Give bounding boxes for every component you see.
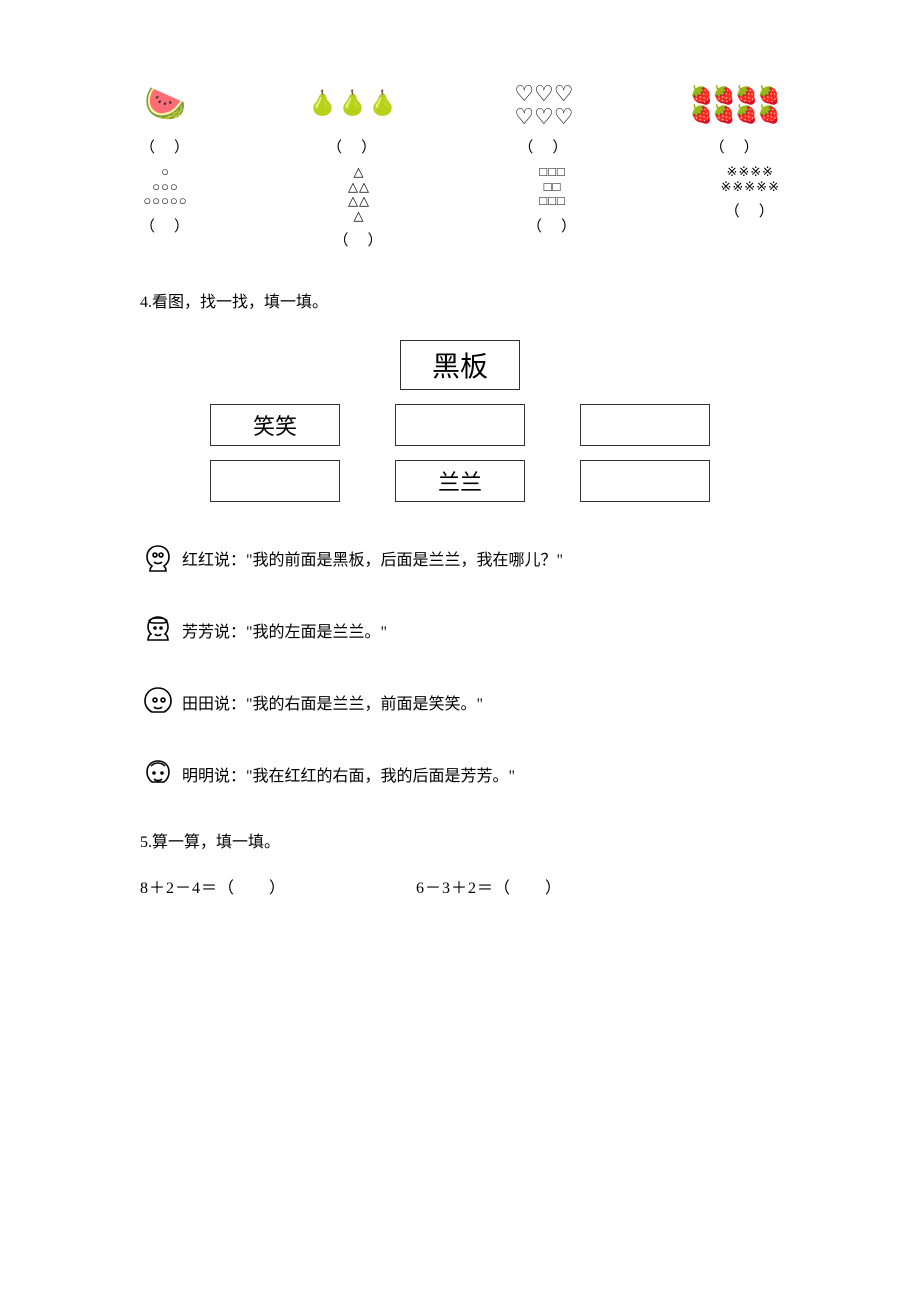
count-cell-squares: □□□ □□ □□□ （ ） [527, 165, 578, 250]
speaker-tiantian: 田田说："我的右面是兰兰，前面是笑笑。" [140, 684, 780, 720]
glyph: △△ [348, 180, 370, 195]
circle-shapes: ○ ○○○ ○○○○○ [143, 165, 187, 209]
seat-empty[interactable] [580, 460, 710, 502]
blank-paren: （ ） [725, 200, 776, 221]
glyph: △ [354, 165, 365, 180]
count-cell-triangles: △ △△ △△ △ （ ） [334, 165, 385, 250]
count-cell-strawberries: 🍓🍓🍓🍓 🍓🍓🍓🍓 （ ） [690, 80, 780, 157]
blank-paren: （ ） [334, 229, 385, 250]
seat-empty[interactable] [580, 404, 710, 446]
glyph: ○○○○○ [143, 194, 187, 209]
glyph: 🍐🍐🍐 [308, 92, 398, 117]
seat-row-1: 笑笑 [210, 404, 710, 446]
speaker-text: 田田说："我的右面是兰兰，前面是笑笑。" [182, 690, 483, 714]
blank-paren: （ ） [518, 136, 569, 157]
blank-paren: （ ） [327, 136, 378, 157]
count-cell-circles: ○ ○○○ ○○○○○ （ ） [140, 165, 191, 250]
q4-title: 4.看图，找一找，填一填。 [140, 288, 780, 312]
count-cell-watermelon: 🍉 （ ） [140, 80, 191, 157]
blank-paren: （ ） [527, 215, 578, 236]
seat-xiaoxiao: 笑笑 [210, 404, 340, 446]
glyph: □□□ [539, 165, 566, 180]
blank-paren: （ ） [710, 136, 761, 157]
glyph: ※※※※※ [721, 180, 780, 195]
glyph: ♡♡♡ [514, 82, 573, 105]
face-icon-honghong [140, 540, 176, 576]
counting-row-shapes: ○ ○○○ ○○○○○ （ ） △ △△ △△ △ （ ） □□□ □□ □□□… [140, 165, 780, 250]
pear-icons: 🍐🍐🍐 [308, 80, 398, 130]
square-shapes: □□□ □□ □□□ [539, 165, 566, 209]
seat-empty[interactable] [210, 460, 340, 502]
q5-expressions: 8＋2－4＝（ ） 6－3＋2＝（ ） [140, 874, 780, 898]
seat-empty[interactable] [395, 404, 525, 446]
speaker-text: 芳芳说："我的左面是兰兰。" [182, 618, 387, 642]
seat-row-blackboard: 黑板 [210, 340, 710, 390]
speaker-mingming: 明明说："我在红红的右面，我的后面是芳芳。" [140, 756, 780, 792]
seat-blackboard: 黑板 [400, 340, 520, 390]
glyph: □□□ [539, 194, 566, 209]
seat-grid: 黑板 笑笑 兰兰 [210, 340, 710, 502]
seat-lanlan: 兰兰 [395, 460, 525, 502]
seat-row-2: 兰兰 [210, 460, 710, 502]
counting-row-fruits: 🍉 （ ） 🍐🍐🍐 （ ） ♡♡♡ ♡♡♡ （ ） 🍓🍓🍓🍓 🍓🍓🍓🍓 （ ） [140, 80, 780, 157]
speaker-text: 明明说："我在红红的右面，我的后面是芳芳。" [182, 762, 515, 786]
blank-paren: （ ） [140, 136, 191, 157]
count-cell-asterisks: ※※※※ ※※※※※ （ ） [721, 165, 780, 250]
glyph: ※※※※ [726, 165, 774, 180]
glyph: 🍉 [144, 87, 186, 123]
watermelon-icon: 🍉 [144, 80, 186, 130]
speaker-honghong: 红红说："我的前面是黑板，后面是兰兰，我在哪儿？" [140, 540, 780, 576]
count-cell-pears: 🍐🍐🍐 （ ） [308, 80, 398, 157]
glyph: ♡♡♡ [514, 105, 573, 128]
count-cell-hearts: ♡♡♡ ♡♡♡ （ ） [514, 80, 573, 157]
glyph: ○ [161, 165, 170, 180]
q5-expr1: 8＋2－4＝（ ） [140, 880, 286, 897]
face-icon-fangfang [140, 612, 176, 648]
q5-title: 5.算一算，填一填。 [140, 828, 780, 852]
glyph: 🍓🍓🍓🍓 [690, 86, 780, 105]
blank-paren: （ ） [140, 215, 191, 236]
glyph: △△ [348, 194, 370, 209]
heart-icons: ♡♡♡ ♡♡♡ [514, 80, 573, 130]
asterisk-shapes: ※※※※ ※※※※※ [721, 165, 780, 194]
strawberry-icons: 🍓🍓🍓🍓 🍓🍓🍓🍓 [690, 80, 780, 130]
glyph: 🍓🍓🍓🍓 [690, 105, 780, 124]
speaker-fangfang: 芳芳说："我的左面是兰兰。" [140, 612, 780, 648]
glyph: ○○○ [152, 180, 179, 195]
glyph: □□ [544, 180, 562, 195]
q5-expr2: 6－3＋2＝（ ） [416, 880, 562, 897]
speaker-text: 红红说："我的前面是黑板，后面是兰兰，我在哪儿？" [182, 546, 563, 570]
glyph: △ [354, 209, 365, 224]
face-icon-mingming [140, 756, 176, 792]
triangle-shapes: △ △△ △△ △ [348, 165, 370, 223]
face-icon-tiantian [140, 684, 176, 720]
